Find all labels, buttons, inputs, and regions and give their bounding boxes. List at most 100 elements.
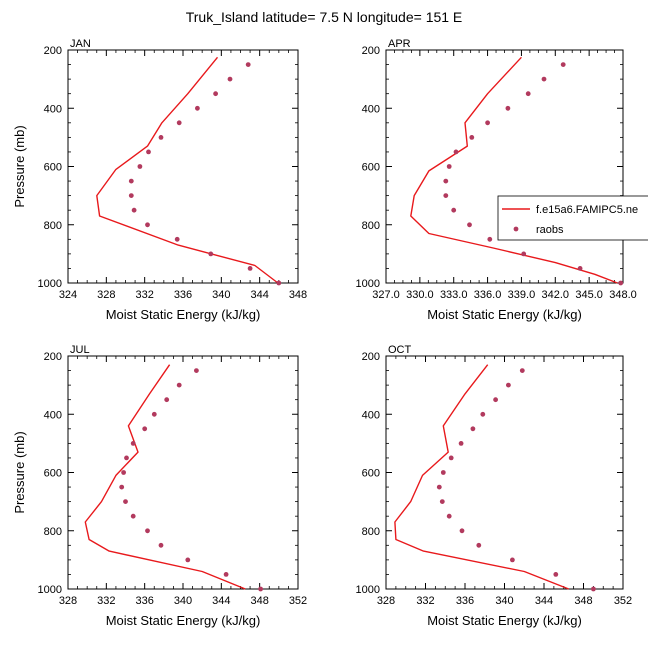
obs-point <box>227 76 233 82</box>
legend-box <box>497 195 648 241</box>
obs-point <box>467 222 472 228</box>
x-tick-label: 348 <box>289 289 307 301</box>
x-tick-label: 336 <box>456 595 474 607</box>
obs-point <box>151 411 157 417</box>
x-tick-label: 345.0 <box>575 289 603 301</box>
legend-obs-marker <box>513 226 519 232</box>
obs-point <box>145 528 150 534</box>
obs-point <box>458 441 464 446</box>
x-axis-title: Moist Static Energy (kJ/kg) <box>427 307 582 322</box>
plot-frame <box>385 355 624 590</box>
obs-point <box>577 266 583 271</box>
x-tick-label: 328 <box>97 289 115 301</box>
y-tick-label: 600 <box>362 162 380 174</box>
figure-title: Truk_Island latitude= 7.5 N longitude= 1… <box>186 9 463 25</box>
obs-point <box>510 557 515 563</box>
x-tick-label: 330.0 <box>406 289 434 301</box>
x-axis-title: Moist Static Energy (kJ/kg) <box>106 307 261 322</box>
obs-point <box>128 193 134 199</box>
obs-point <box>213 91 219 97</box>
x-tick-label: 352 <box>614 595 632 607</box>
x-tick-label: 333.0 <box>440 289 468 301</box>
legend-model-label: f.e15a6.FAMIPC5.ne <box>536 204 638 216</box>
obs-point <box>469 135 475 140</box>
x-tick-label: 352 <box>289 595 307 607</box>
obs-point <box>247 266 253 271</box>
obs-point <box>123 499 128 504</box>
obs-point <box>119 484 125 490</box>
x-tick-label: 332 <box>97 595 115 607</box>
obs-point <box>131 207 137 213</box>
x-tick-label: 344 <box>250 289 268 301</box>
legend-obs-label: raobs <box>536 224 564 236</box>
y-tick-label: 1000 <box>38 584 62 596</box>
x-tick-label: 336 <box>135 595 153 607</box>
plot-frame <box>67 355 299 590</box>
x-tick-label: 324 <box>59 289 77 301</box>
y-tick-label: 400 <box>362 409 380 421</box>
obs-point <box>446 164 452 169</box>
obs-point <box>145 222 150 228</box>
obs-point <box>487 236 493 242</box>
x-tick-label: 348 <box>250 595 268 607</box>
obs-point <box>439 499 445 504</box>
obs-point <box>130 513 136 519</box>
obs-point <box>451 207 457 213</box>
obs-point <box>505 105 511 111</box>
obs-point <box>223 572 229 577</box>
obs-point <box>470 426 476 432</box>
obs-point <box>480 411 486 417</box>
panel-oct: OCT 328 332 336 340 344 348 352 200 400 600 800 1000… <box>356 344 633 628</box>
obs-point <box>525 91 531 97</box>
obs-point <box>142 426 148 432</box>
obs-point <box>208 251 214 257</box>
x-tick-label: 327.0 <box>372 289 400 301</box>
obs-point <box>476 542 482 548</box>
x-tick-label: 344 <box>535 595 553 607</box>
model-line-apr <box>410 56 618 284</box>
obs-point <box>130 441 136 446</box>
y-tick-label: 400 <box>44 409 62 421</box>
obs-point <box>158 135 164 140</box>
legend: f.e15a6.FAMIPC5.ne raobs <box>497 195 648 241</box>
obs-point <box>591 586 596 592</box>
x-tick-label: 328 <box>59 595 77 607</box>
obs-point <box>258 586 263 592</box>
x-tick-label: 342.0 <box>542 289 570 301</box>
obs-point <box>493 397 498 403</box>
x-tick-label: 348 <box>574 595 592 607</box>
y-tick-label: 1000 <box>356 584 380 596</box>
obs-point <box>521 251 527 257</box>
x-tick-label: 340 <box>174 595 192 607</box>
panels: JAN 324 328 332 336 340 344 348 200 400 600 800 1000… <box>12 38 637 628</box>
obs-point <box>506 382 511 388</box>
panel-label: OCT <box>388 344 412 356</box>
obs-point <box>128 178 134 184</box>
obs-point <box>124 455 129 461</box>
plot-frame <box>67 49 299 284</box>
y-tick-label: 1000 <box>356 278 380 290</box>
obs-point <box>553 572 559 577</box>
x-tick-label: 332 <box>416 595 434 607</box>
obs-point <box>440 470 446 475</box>
panel-label: JAN <box>70 38 91 50</box>
y-tick-label: 800 <box>44 220 62 232</box>
model-line-oct <box>394 364 569 590</box>
y-tick-label: 200 <box>362 351 380 363</box>
obs-point <box>176 382 182 388</box>
y-tick-label: 600 <box>44 162 62 174</box>
obs-point <box>195 105 200 111</box>
obs-point <box>121 470 126 475</box>
obs-point <box>174 236 180 242</box>
x-tick-label: 339.0 <box>508 289 536 301</box>
obs-point <box>146 149 151 155</box>
obs-point <box>459 528 465 534</box>
obs-point <box>185 557 191 563</box>
obs-point <box>560 62 566 67</box>
obs-point <box>276 280 282 286</box>
plot-frame <box>385 49 624 284</box>
obs-point <box>158 542 164 548</box>
y-tick-label: 600 <box>362 468 380 480</box>
y-tick-label: 1000 <box>38 278 62 290</box>
